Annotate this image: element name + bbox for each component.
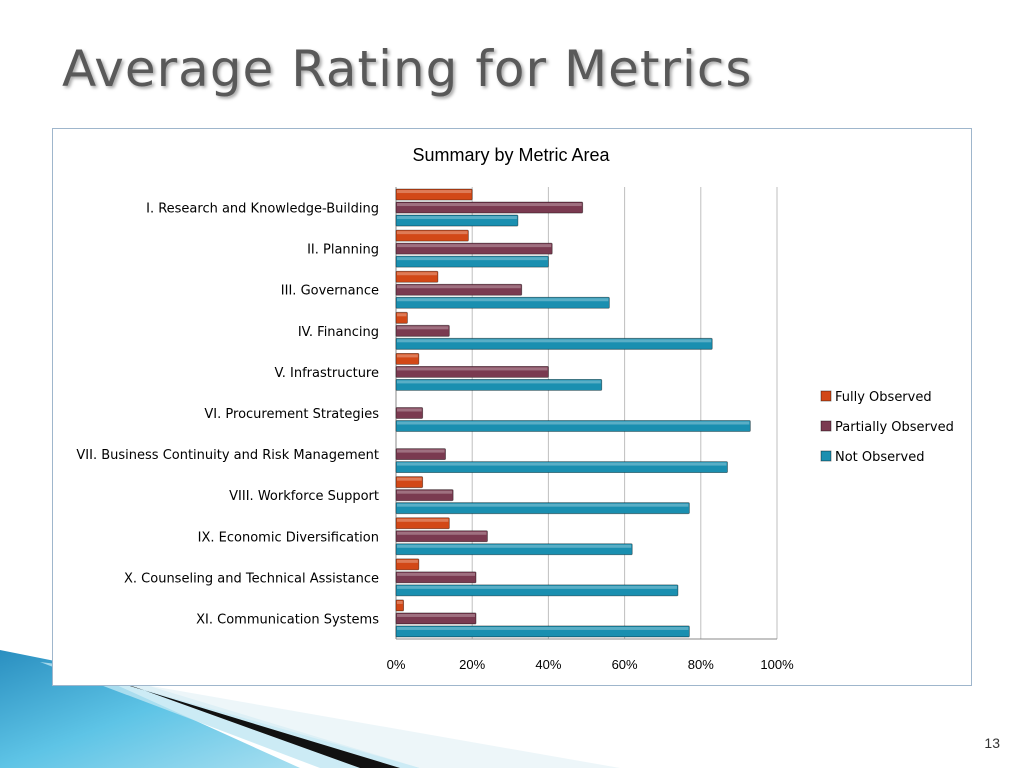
legend-label: Partially Observed xyxy=(835,420,954,435)
x-tick-label: 60% xyxy=(612,657,638,672)
bar-highlight xyxy=(397,339,712,343)
legend-label: Fully Observed xyxy=(835,390,932,405)
bar-fully-observed xyxy=(395,311,408,324)
bar-highlight xyxy=(397,421,750,425)
category-label: VII. Business Continuity and Risk Manage… xyxy=(76,448,379,463)
bar-partially-observed xyxy=(395,324,450,337)
bar-highlight xyxy=(397,313,407,317)
bar-fully-observed xyxy=(395,188,473,201)
bar-partially-observed xyxy=(395,366,549,378)
bar-highlight xyxy=(397,449,445,453)
bar-not-observed xyxy=(395,625,690,638)
bar-fully-observed xyxy=(395,476,424,489)
bar-highlight xyxy=(397,272,437,276)
x-tick-label: 100% xyxy=(760,657,794,672)
bar-highlight xyxy=(397,559,418,563)
category-label: X. Counseling and Technical Assistance xyxy=(124,571,379,586)
legend-label: Not Observed xyxy=(835,450,924,465)
bar-highlight xyxy=(397,477,422,481)
bar-partially-observed xyxy=(395,489,454,502)
bar-not-observed xyxy=(395,461,728,473)
bar-partially-observed xyxy=(395,201,584,214)
bar-not-observed xyxy=(395,214,519,227)
bar-not-observed xyxy=(395,296,610,309)
bar-not-observed xyxy=(395,379,603,391)
bar-highlight xyxy=(397,216,517,220)
bar-fully-observed xyxy=(395,270,439,283)
bar-not-observed xyxy=(395,420,751,432)
bar-highlight xyxy=(397,518,449,522)
bar-highlight xyxy=(397,190,472,194)
bar-highlight xyxy=(397,285,521,289)
category-label: IX. Economic Diversification xyxy=(198,530,379,545)
bar-highlight xyxy=(397,626,689,630)
category-label: II. Planning xyxy=(307,243,379,258)
bar-highlight xyxy=(397,380,601,384)
bar-partially-observed xyxy=(395,242,553,255)
x-tick-label: 0% xyxy=(387,657,406,672)
bar-partially-observed xyxy=(395,407,424,419)
bar-fully-observed xyxy=(395,558,420,571)
bar-not-observed xyxy=(395,543,633,556)
category-label: I. Research and Knowledge-Building xyxy=(146,202,379,217)
bar-highlight xyxy=(397,600,403,604)
x-tick-label: 80% xyxy=(688,657,714,672)
category-label: VIII. Workforce Support xyxy=(229,489,379,504)
bar-highlight xyxy=(397,572,476,576)
x-tick-label: 40% xyxy=(535,657,561,672)
category-label: XI. Communication Systems xyxy=(196,612,379,627)
bar-highlight xyxy=(397,257,548,261)
bar-highlight xyxy=(397,231,468,235)
x-tick-label: 20% xyxy=(459,657,485,672)
bar-not-observed xyxy=(395,502,690,515)
bar-fully-observed xyxy=(395,229,469,242)
chart-title: Summary by Metric Area xyxy=(412,145,610,165)
bar-highlight xyxy=(397,503,689,507)
bar-chart: Summary by Metric Area I. Research and K… xyxy=(76,145,954,672)
bar-highlight xyxy=(397,244,552,248)
category-label: III. Governance xyxy=(281,284,379,299)
bar-highlight xyxy=(397,298,609,302)
category-label: VI. Procurement Strategies xyxy=(204,407,379,422)
bar-highlight xyxy=(397,613,476,617)
bar-highlight xyxy=(397,462,727,466)
bar-not-observed xyxy=(395,337,713,350)
legend-swatch xyxy=(820,450,832,462)
category-label: IV. Financing xyxy=(298,325,379,340)
bar-fully-observed xyxy=(395,599,405,612)
bar-highlight xyxy=(397,367,548,371)
bar-highlight xyxy=(397,490,453,494)
bar-not-observed xyxy=(395,584,679,597)
bar-highlight xyxy=(397,354,418,358)
legend-swatch xyxy=(820,420,832,432)
bar-fully-observed xyxy=(395,353,420,365)
chart-container: Summary by Metric Area I. Research and K… xyxy=(52,128,972,686)
bar-highlight xyxy=(397,585,677,589)
page-number: 13 xyxy=(984,735,1000,751)
bar-highlight xyxy=(397,408,422,412)
category-label: V. Infrastructure xyxy=(275,366,379,381)
bar-not-observed xyxy=(395,255,549,268)
bar-fully-observed xyxy=(395,517,450,530)
bar-partially-observed xyxy=(395,448,446,460)
bar-partially-observed xyxy=(395,283,523,296)
bar-partially-observed xyxy=(395,571,477,584)
bar-highlight xyxy=(397,531,487,535)
bar-partially-observed xyxy=(395,530,488,543)
bar-highlight xyxy=(397,326,449,330)
bar-highlight xyxy=(397,203,582,207)
legend-swatch xyxy=(820,390,832,402)
bar-partially-observed xyxy=(395,612,477,625)
slide-title: Average Rating for Metrics xyxy=(62,40,753,98)
bar-highlight xyxy=(397,544,632,548)
